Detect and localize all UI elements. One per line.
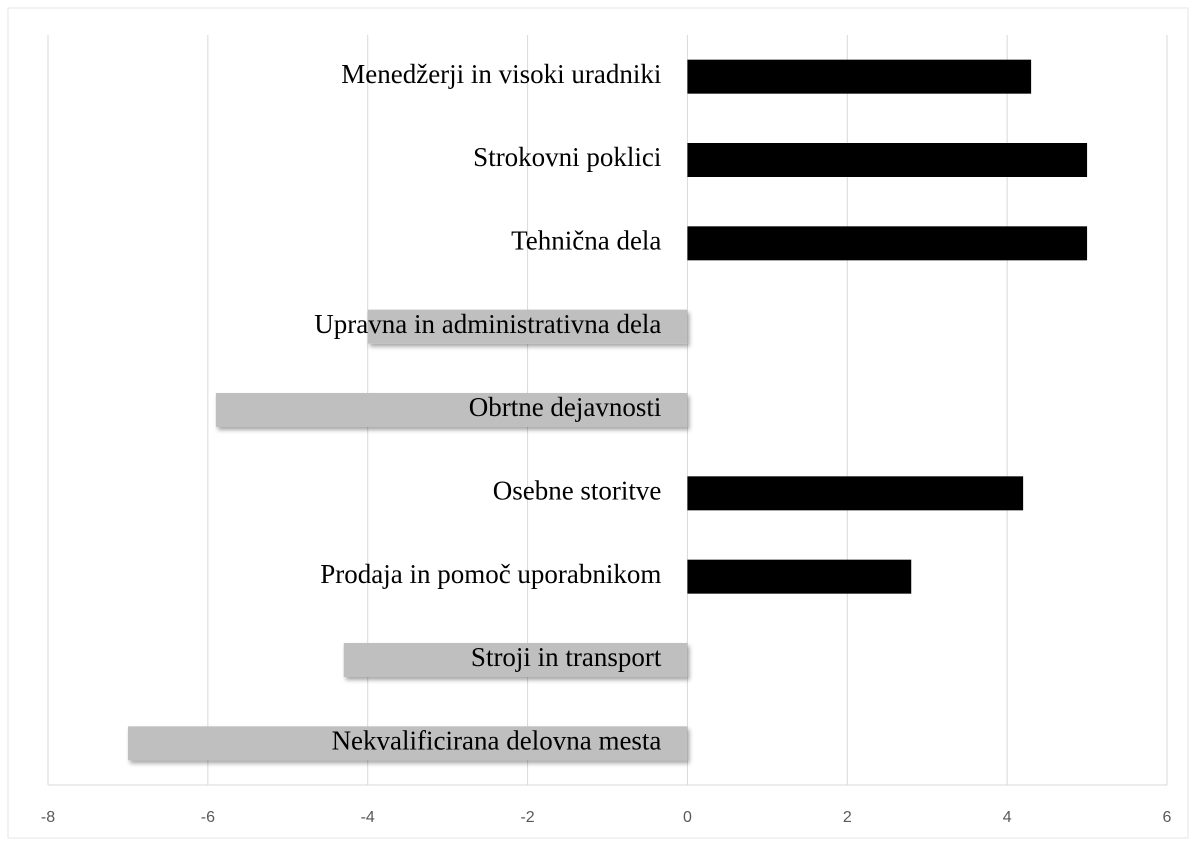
bar	[687, 143, 1088, 177]
y-tick-label: Strokovni poklici	[473, 142, 661, 172]
y-tick-label: Osebne storitve	[493, 476, 662, 506]
x-tick-label: -8	[41, 809, 55, 826]
frame	[7, 7, 1189, 839]
x-tick-label: 4	[1003, 809, 1012, 826]
y-tick-label: Stroji in transport	[471, 642, 662, 672]
bar	[367, 309, 688, 344]
x-tick-label: -2	[520, 809, 534, 826]
bar	[127, 726, 688, 761]
y-tick-label: Menedžerji in visoki uradniki	[341, 59, 661, 89]
y-tick-label: Obrtne dejavnosti	[469, 392, 662, 422]
bar	[215, 393, 688, 427]
bar	[343, 643, 688, 677]
x-tick-label: 6	[1163, 809, 1172, 826]
bar	[687, 559, 912, 594]
x-tick-label: 0	[683, 809, 692, 826]
y-tick-label: Prodaja in pomoč uporabnikom	[320, 559, 661, 589]
bar	[687, 59, 1032, 94]
x-tick-label: -4	[361, 809, 375, 826]
y-tick-label: Tehnična dela	[511, 226, 661, 256]
x-tick-label: -6	[201, 809, 215, 826]
y-tick-label: Upravna in administrativna dela	[314, 309, 661, 339]
x-tick-label: 2	[843, 809, 852, 826]
bar	[687, 226, 1088, 261]
y-tick-label: Nekvalificirana delovna mesta	[332, 726, 662, 756]
bar	[687, 476, 1024, 511]
